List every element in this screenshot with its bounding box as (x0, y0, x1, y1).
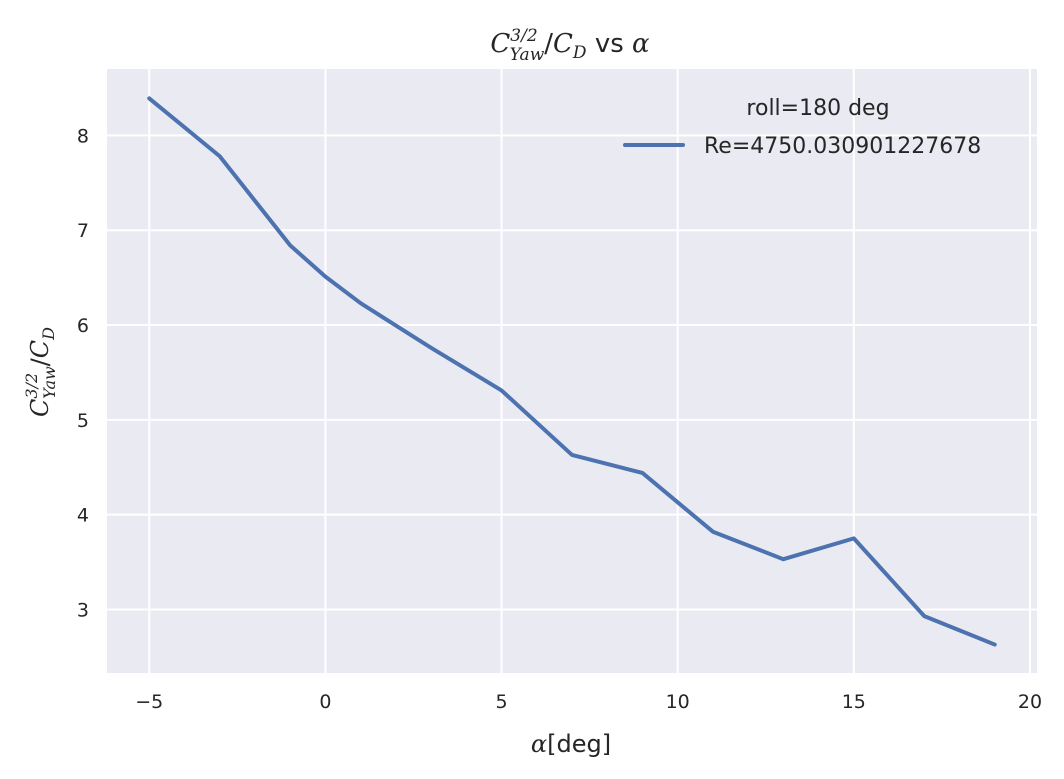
legend: roll=180 deg Re=4750.030901227678 (623, 96, 981, 159)
legend-series-label: Re=4750.030901227678 (704, 134, 981, 159)
x-tick-label: 5 (495, 691, 507, 713)
x-tick-label: 20 (1018, 691, 1042, 713)
chart-title: C3/2 Yaw/CD vs α (490, 26, 650, 65)
y-tick-label: 3 (77, 599, 89, 621)
x-tick-labels: −5 0 5 10 15 20 (135, 691, 1042, 713)
y-gridlines (107, 134, 1037, 611)
y-tick-label: 8 (77, 125, 89, 147)
x-tick-label: 10 (666, 691, 690, 713)
y-tick-label: 6 (77, 315, 89, 337)
series-line (147, 96, 997, 647)
y-tick-label: 4 (77, 505, 89, 527)
x-tick-label: −5 (135, 691, 163, 713)
series-layer (147, 96, 997, 647)
y-tick-label: 5 (77, 410, 89, 432)
plot-area (107, 69, 1037, 673)
legend-title: roll=180 deg (746, 96, 889, 121)
y-axis-label: C3/2Yaw/CD (22, 327, 59, 417)
y-tick-label: 7 (77, 220, 89, 242)
x-axis-label: α[deg] (531, 730, 611, 758)
y-tick-labels: 3 4 5 6 7 8 (77, 125, 89, 621)
x-gridlines (148, 69, 1031, 673)
x-tick-label: 15 (842, 691, 866, 713)
x-tick-label: 0 (319, 691, 331, 713)
